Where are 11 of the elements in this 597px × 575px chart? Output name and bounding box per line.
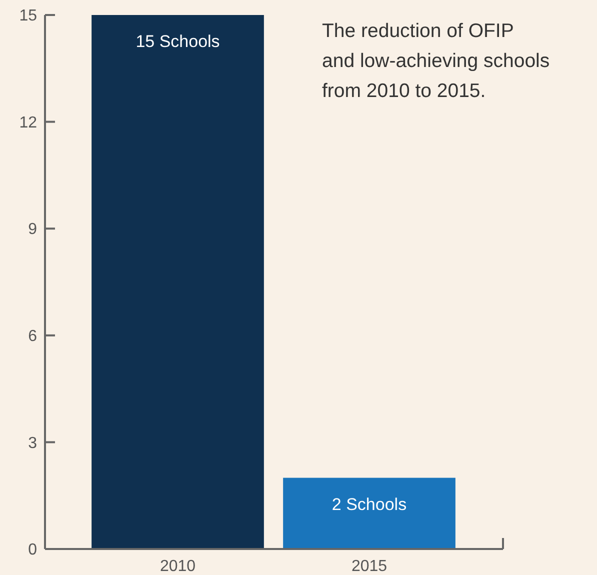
y-tick-label: 6 xyxy=(28,328,38,345)
data-label: 15 Schools xyxy=(136,32,220,51)
y-tick-label: 15 xyxy=(19,8,38,25)
x-tick-label: 2010 xyxy=(160,558,196,575)
x-tick-label: 2015 xyxy=(351,558,388,575)
y-tick-label: 0 xyxy=(28,542,38,559)
y-tick-label: 12 xyxy=(19,114,38,132)
y-tick-label: 9 xyxy=(28,221,38,238)
text: The reduction of OFIP and low-achieving schools from 2010 to 2015. xyxy=(322,20,550,102)
data-label: 2 Schools xyxy=(332,494,407,514)
y-tick-label: 3 xyxy=(28,434,38,452)
